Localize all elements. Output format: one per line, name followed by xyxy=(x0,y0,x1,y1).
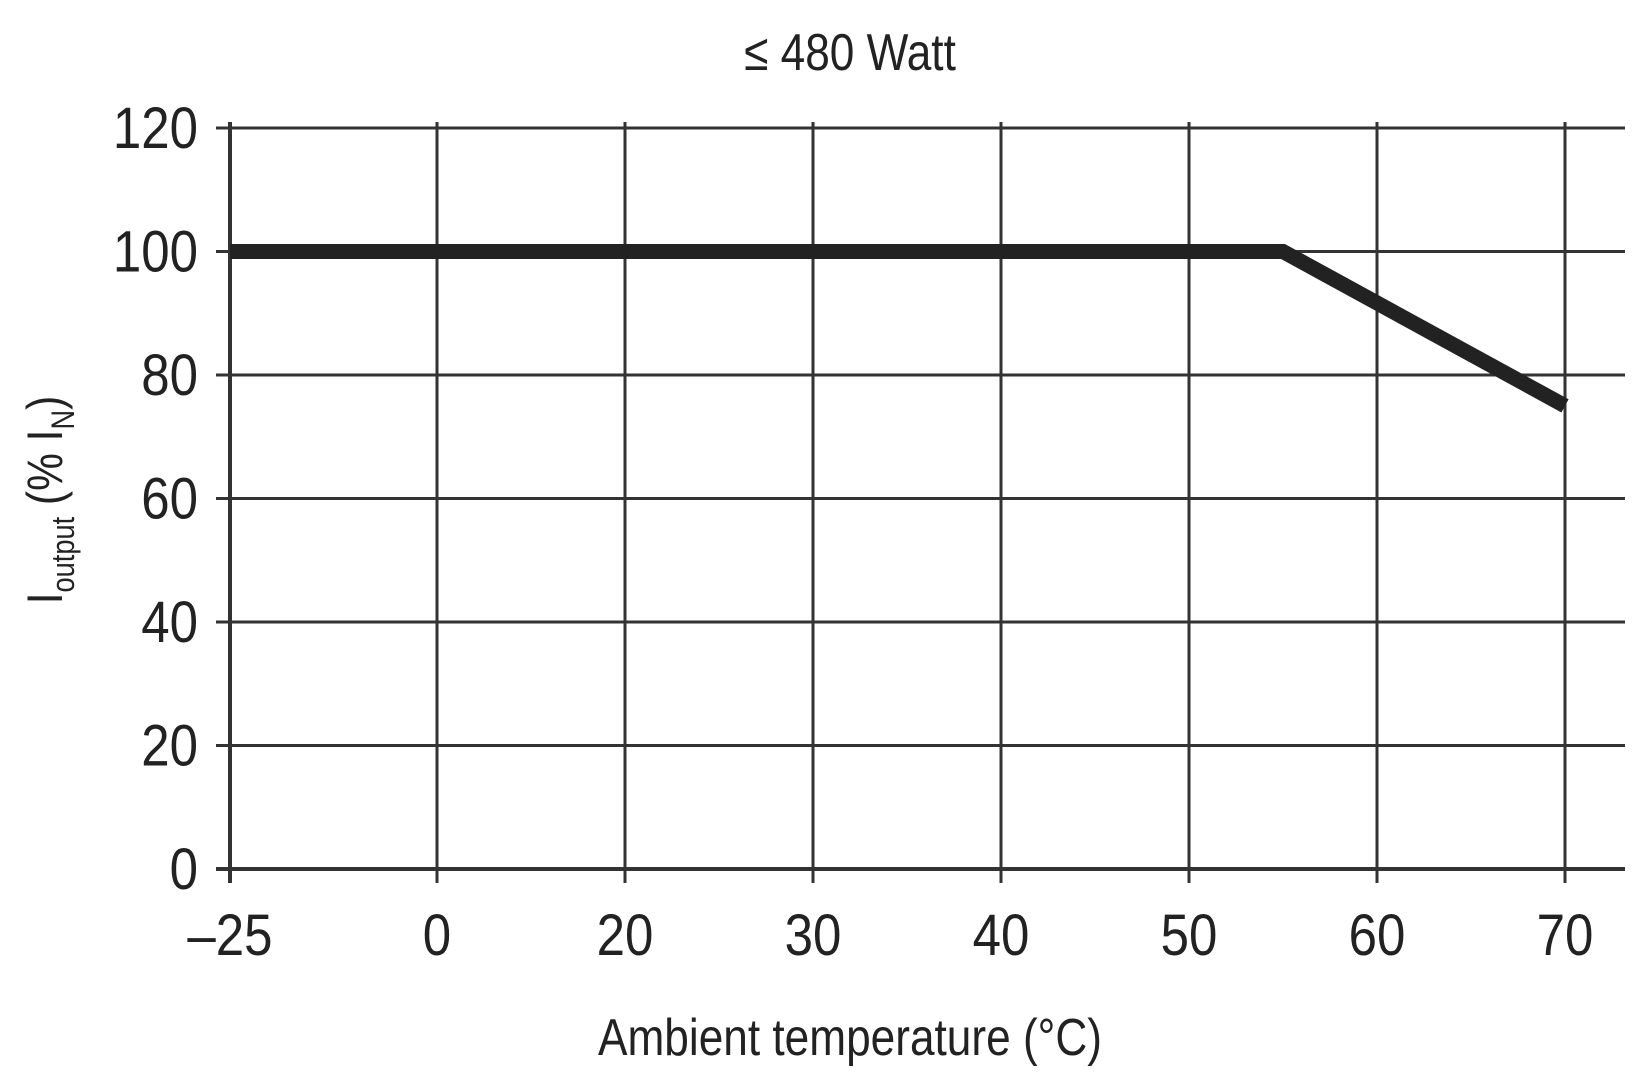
y-tick-label: 40 xyxy=(141,590,198,655)
y-label-main: I xyxy=(17,592,73,604)
x-tick-label: 40 xyxy=(973,903,1030,968)
derating-curve xyxy=(230,244,1569,413)
x-tick-label: 70 xyxy=(1537,903,1594,968)
x-axis-label: Ambient temperature (°C) xyxy=(598,1009,1102,1067)
x-tick-label: 0 xyxy=(423,903,451,968)
y-tick-label: 60 xyxy=(141,466,198,531)
y-axis-ticks: 0 20 40 60 80 100 120 xyxy=(113,96,198,902)
x-tick-label: 60 xyxy=(1349,903,1406,968)
x-axis-ticks: –25 0 20 30 40 50 60 70 xyxy=(187,903,1593,968)
y-label-rest: (% I xyxy=(17,430,73,517)
y-label-sub2: N xyxy=(46,410,82,430)
y-tick-label: 0 xyxy=(170,837,198,902)
x-tick-label: 50 xyxy=(1161,903,1218,968)
y-tick-label: 100 xyxy=(113,219,198,284)
grid xyxy=(216,122,1625,883)
x-tick-label: 20 xyxy=(597,903,654,968)
y-label-close: ) xyxy=(17,396,73,410)
x-tick-label: –25 xyxy=(187,903,272,968)
chart-title: ≤ 480 Watt xyxy=(744,24,956,82)
y-label-sub: output xyxy=(46,516,82,592)
y-tick-label: 20 xyxy=(141,713,198,778)
y-tick-label: 80 xyxy=(141,343,198,408)
x-tick-label: 30 xyxy=(785,903,842,968)
y-tick-label: 120 xyxy=(113,96,198,161)
series-layer xyxy=(230,244,1569,413)
y-axis-label: Ioutput (% IN) xyxy=(17,396,82,605)
